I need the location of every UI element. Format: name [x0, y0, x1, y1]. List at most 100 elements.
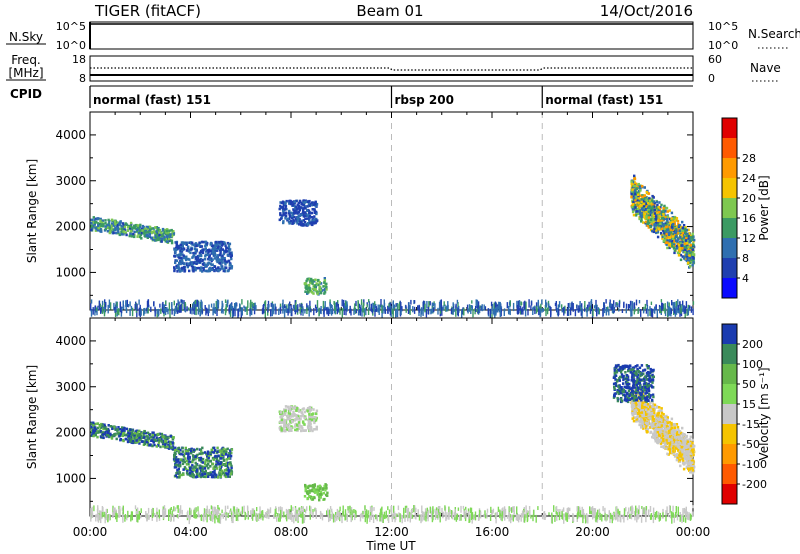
echo-cell: [293, 212, 295, 215]
echo-cell: [209, 250, 211, 253]
echo-cell: [216, 309, 217, 316]
echo-cell: [671, 300, 672, 305]
echo-cell: [326, 494, 328, 497]
echo-cells: [90, 175, 695, 318]
echo-cell: [476, 309, 477, 312]
echo-cell: [300, 206, 302, 209]
echo-cell: [205, 305, 206, 309]
echo-cell: [655, 218, 657, 221]
echo-cell: [295, 409, 297, 412]
echo-cell: [655, 215, 657, 218]
echo-cell: [313, 416, 315, 419]
echo-cell: [471, 300, 472, 303]
echo-cell: [167, 309, 168, 315]
echo-cell: [183, 262, 185, 265]
y-tick-label: 2000: [55, 220, 86, 234]
echo-cell: [96, 217, 98, 220]
echo-cell: [195, 300, 196, 304]
echo-cell: [91, 225, 93, 228]
echo-cell: [524, 301, 525, 310]
echo-cell: [536, 306, 537, 314]
echo-cell: [164, 440, 166, 443]
colorbar-segment: [722, 178, 737, 199]
echo-cell: [645, 217, 647, 220]
echo-cell: [304, 309, 305, 313]
echo-cell: [658, 228, 660, 231]
echo-cell: [294, 429, 296, 432]
echo-cell: [313, 308, 314, 315]
echo-cell: [434, 303, 435, 309]
echo-cell: [323, 308, 324, 317]
echo-cell: [605, 299, 606, 304]
colorbar-segment: [722, 344, 737, 365]
echo-cell: [319, 286, 321, 289]
echo-cell: [228, 457, 230, 460]
echo-cell: [194, 466, 196, 469]
echo-cell: [641, 185, 643, 188]
echo-cell: [638, 218, 640, 221]
echo-cell: [198, 309, 199, 315]
echo-cell: [156, 309, 157, 314]
echo-cell: [284, 217, 286, 220]
echo-cell: [286, 309, 287, 313]
echo-cell: [683, 257, 685, 260]
echo-cell: [178, 268, 180, 271]
echo-cell: [558, 309, 559, 315]
echo-cell: [156, 445, 158, 448]
echo-cell: [543, 308, 544, 312]
echo-cell: [263, 305, 264, 309]
echo-cell: [197, 300, 198, 307]
echo-cell: [117, 309, 118, 314]
echo-cell: [684, 305, 685, 314]
echo-cell: [238, 308, 239, 316]
echo-cell: [300, 221, 302, 224]
echo-cell: [196, 259, 198, 262]
echo-cell: [318, 499, 320, 502]
echo-cell: [222, 472, 224, 475]
cpid-mode-label: normal (fast) 151: [93, 93, 211, 107]
echo-cell: [354, 303, 355, 310]
echo-cell: [137, 224, 139, 227]
echo-cell: [315, 413, 317, 416]
echo-cell: [634, 178, 636, 181]
echo-cell: [420, 309, 421, 317]
colorbar-segment: [722, 118, 737, 139]
echo-cell: [305, 280, 307, 283]
echo-cell: [324, 489, 326, 492]
echo-cell: [93, 216, 95, 219]
echo-cell: [639, 300, 640, 303]
echo-cell: [216, 259, 218, 262]
echo-cell: [199, 309, 200, 316]
nsearch-tick-bottom: 10^0: [708, 39, 738, 52]
frequency-panel: Freq. [MHz] 18 8 60 0 Nave: [6, 53, 781, 85]
echo-cell: [310, 309, 311, 313]
echo-cell: [306, 308, 307, 315]
echo-cell: [106, 434, 108, 437]
echo-cell: [325, 288, 327, 291]
echo-cell: [672, 235, 674, 238]
echo-cell: [107, 224, 109, 227]
echo-cell: [211, 269, 213, 272]
echo-cell: [475, 306, 476, 312]
echo-cell: [640, 309, 641, 317]
echo-cell: [198, 302, 199, 310]
echo-cell: [204, 258, 206, 261]
echo-cell: [284, 208, 286, 211]
echo-cell: [669, 222, 671, 225]
echo-cell: [184, 461, 186, 464]
echo-cell: [149, 233, 151, 236]
echo-cell: [323, 301, 324, 308]
echo-cell: [204, 255, 206, 258]
echo-cell: [291, 420, 293, 423]
echo-cell: [224, 474, 226, 477]
echo-cell: [146, 231, 148, 234]
echo-cell: [171, 302, 172, 310]
echo-cell: [114, 229, 116, 232]
echo-cell: [679, 249, 681, 252]
echo-cell: [666, 241, 668, 244]
echo-cell: [221, 267, 223, 270]
echo-cell: [661, 302, 662, 311]
echo-cell: [99, 307, 100, 311]
echo-cell: [193, 254, 195, 257]
echo-cell: [278, 309, 279, 315]
